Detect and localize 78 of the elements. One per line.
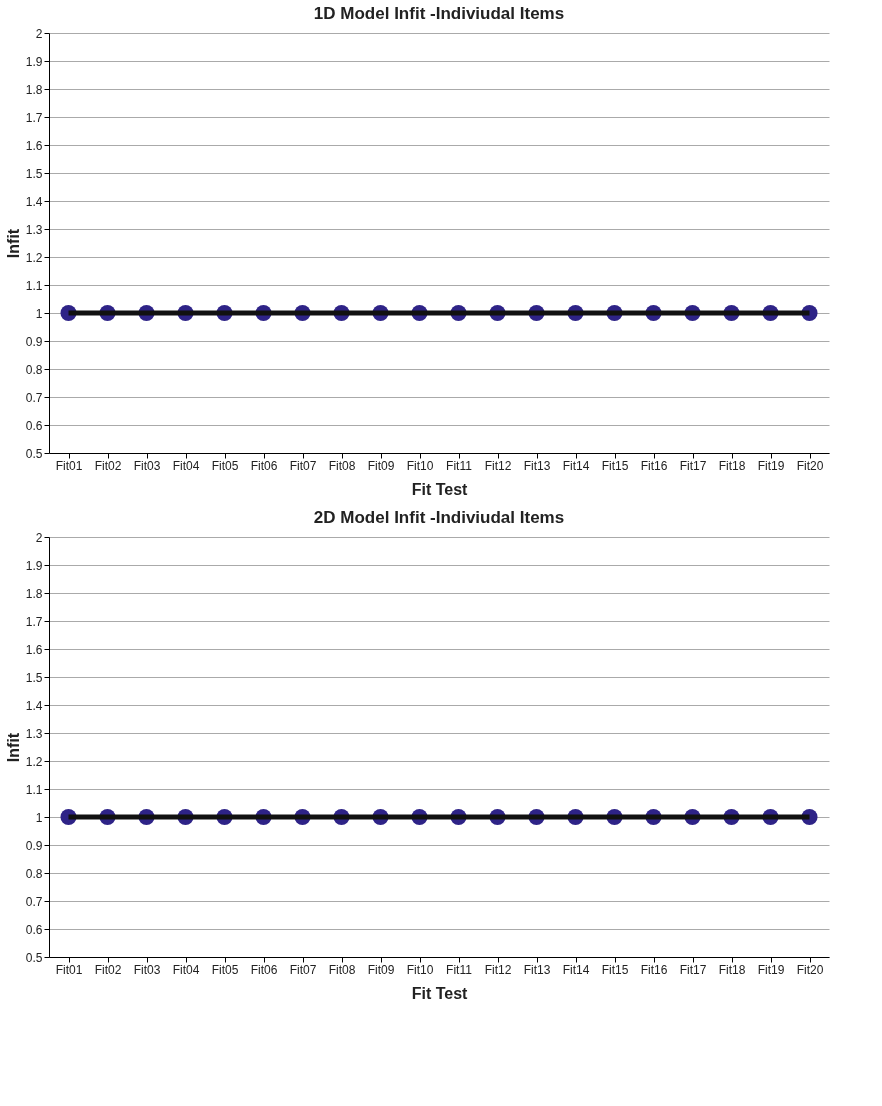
x-tick-label: Fit04 (172, 458, 200, 473)
x-tick-label: Fit17 (679, 458, 707, 473)
x-tick-label: Fit07 (289, 458, 317, 473)
y-tick-label: 1.2 (25, 250, 43, 265)
chart-title: 1D Model Infit -Indiviudal Items (313, 4, 565, 23)
x-tick-label: Fit14 (562, 458, 590, 473)
y-tick-label: 1.1 (25, 782, 43, 797)
x-tick-label: Fit20 (796, 458, 824, 473)
x-tick-label: Fit19 (757, 962, 785, 977)
x-tick-label: Fit12 (484, 962, 512, 977)
y-tick-label: 2 (35, 530, 43, 545)
x-tick-label: Fit17 (679, 962, 707, 977)
y-tick-label: 0.6 (25, 922, 43, 937)
x-tick-label: Fit10 (406, 458, 434, 473)
x-axis-title: Fit Test (411, 984, 469, 1002)
x-tick-label: Fit16 (640, 458, 668, 473)
x-tick-label: Fit15 (601, 458, 629, 473)
x-tick-label: Fit12 (484, 458, 512, 473)
x-tick-label: Fit05 (211, 962, 239, 977)
y-tick-label: 0.7 (25, 390, 43, 405)
chart-title: 2D Model Infit -Indiviudal Items (313, 508, 565, 527)
y-tick-label: 1.1 (25, 278, 43, 293)
x-tick-label: Fit16 (640, 962, 668, 977)
x-tick-label: Fit13 (523, 962, 551, 977)
x-tick-label: Fit08 (328, 458, 356, 473)
x-tick-label: Fit04 (172, 962, 200, 977)
y-tick-label: 1.9 (25, 54, 43, 69)
y-tick-label: 0.5 (25, 950, 43, 965)
y-tick-label: 1.8 (25, 82, 43, 97)
x-tick-label: Fit18 (718, 458, 746, 473)
x-tick-label: Fit09 (367, 458, 395, 473)
y-tick-label: 1.4 (25, 194, 43, 209)
y-tick-label: 1.6 (25, 138, 43, 153)
y-tick-label: 0.6 (25, 418, 43, 433)
y-tick-label: 1.3 (25, 222, 43, 237)
x-axis-title: Fit Test (411, 480, 469, 498)
y-tick-label: 1.2 (25, 754, 43, 769)
x-tick-label: Fit19 (757, 458, 785, 473)
y-tick-label: 0.5 (25, 446, 43, 461)
x-tick-label: Fit18 (718, 962, 746, 977)
y-tick-label: 1.8 (25, 586, 43, 601)
y-tick-label: 0.9 (25, 334, 43, 349)
x-tick-label: Fit01 (55, 458, 83, 473)
y-tick-label: 0.7 (25, 894, 43, 909)
y-tick-label: 2 (35, 26, 43, 41)
x-tick-label: Fit06 (250, 962, 278, 977)
x-tick-label: Fit02 (94, 962, 122, 977)
x-tick-label: Fit15 (601, 962, 629, 977)
x-tick-label: Fit14 (562, 962, 590, 977)
y-tick-label: 0.8 (25, 362, 43, 377)
x-tick-label: Fit03 (133, 962, 161, 977)
y-tick-label: 1.4 (25, 698, 43, 713)
y-tick-label: 1 (35, 810, 43, 825)
y-tick-label: 1.7 (25, 614, 43, 629)
x-tick-label: Fit11 (446, 962, 473, 977)
y-tick-label: 1.6 (25, 642, 43, 657)
y-tick-label: 0.8 (25, 866, 43, 881)
x-tick-label: Fit03 (133, 458, 161, 473)
x-tick-label: Fit11 (446, 458, 473, 473)
y-tick-label: 1.3 (25, 726, 43, 741)
x-tick-label: Fit13 (523, 458, 551, 473)
x-tick-label: Fit20 (796, 962, 824, 977)
x-tick-label: Fit10 (406, 962, 434, 977)
y-axis-title: Infit (4, 228, 22, 259)
y-tick-label: 1 (35, 306, 43, 321)
x-tick-label: Fit05 (211, 458, 239, 473)
x-tick-label: Fit08 (328, 962, 356, 977)
y-tick-label: 0.9 (25, 838, 43, 853)
y-tick-label: 1.5 (25, 166, 43, 181)
x-tick-label: Fit09 (367, 962, 395, 977)
y-tick-label: 1.9 (25, 558, 43, 573)
x-tick-label: Fit07 (289, 962, 317, 977)
x-tick-label: Fit01 (55, 962, 83, 977)
y-tick-label: 1.5 (25, 670, 43, 685)
y-tick-label: 1.7 (25, 110, 43, 125)
y-axis-title: Infit (4, 732, 22, 763)
x-tick-label: Fit06 (250, 458, 278, 473)
x-tick-label: Fit02 (94, 458, 122, 473)
